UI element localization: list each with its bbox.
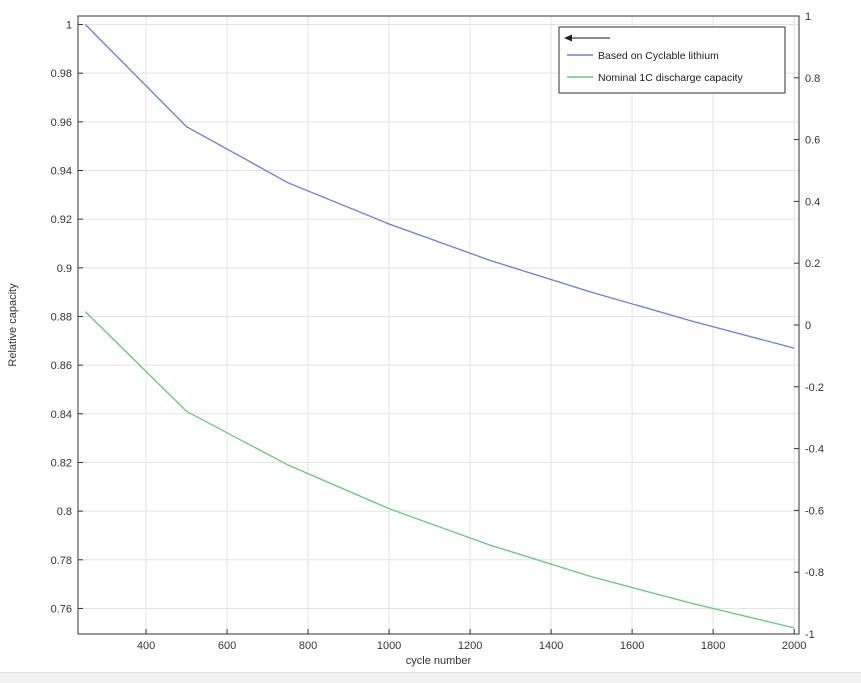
y2-tick-label: 0	[805, 320, 811, 332]
y-tick-label: 0.78	[51, 555, 72, 567]
y2-tick-label: 1	[805, 11, 811, 23]
y-axis-label: Relative capacity	[7, 283, 19, 367]
x-tick-label: 1200	[458, 640, 482, 652]
y2-tick-label: 0.8	[805, 73, 820, 85]
legend-label: Based on Cyclable lithium	[598, 50, 719, 62]
ticks-layer: 400 600 800 1000 1200 1400 1600 1800 2000 0.76 0.7…	[51, 11, 824, 652]
y-tick-label: 0.9	[57, 263, 72, 275]
y-tick-label: 0.8	[57, 506, 72, 518]
y2-tick-label: 0.2	[805, 258, 820, 270]
y-tick-label: 0.86	[51, 360, 72, 372]
y2-tick-label: 0.4	[805, 196, 820, 208]
series-line-1	[84, 24, 795, 349]
series-line-2	[84, 311, 795, 629]
y-tick-label: 0.84	[51, 409, 72, 421]
legend: Based on Cyclable lithium Nominal 1C disc…	[558, 26, 786, 94]
y-tick-label: 0.98	[51, 68, 72, 80]
x-tick-label: 2000	[782, 640, 806, 652]
y2-tick-label: -0.2	[805, 382, 824, 394]
x-tick-label: 1800	[701, 640, 725, 652]
x-tick-label: 1000	[377, 640, 401, 652]
y-tick-label: 0.82	[51, 457, 72, 469]
y2-tick-label: 0.6	[805, 135, 820, 147]
y2-tick-label: -1	[805, 629, 815, 641]
x-axis-label: cycle number	[406, 655, 472, 667]
legend-items: Based on Cyclable lithium Nominal 1C disc…	[567, 50, 743, 84]
y-tick-label: 0.76	[51, 603, 72, 615]
grid-layer	[78, 16, 799, 634]
series-layer	[84, 24, 795, 629]
legend-label: Nominal 1C discharge capacity	[598, 72, 743, 84]
y2-tick-label: -0.6	[805, 505, 824, 517]
x-tick-label: 1400	[539, 640, 563, 652]
y-tick-label: 0.94	[51, 166, 72, 178]
x-tick-label: 600	[218, 640, 236, 652]
y2-tick-label: -0.4	[805, 444, 824, 456]
y-tick-label: 0.96	[51, 117, 72, 129]
y2-tick-label: -0.8	[805, 567, 824, 579]
y-tick-label: 1	[66, 20, 72, 32]
y-tick-label: 0.88	[51, 311, 72, 323]
x-tick-label: 1600	[620, 640, 644, 652]
y-tick-label: 0.92	[51, 214, 72, 226]
x-tick-label: 800	[299, 640, 317, 652]
arrow-left-icon	[564, 34, 610, 42]
x-tick-label: 400	[137, 640, 155, 652]
window-bottom-strip	[0, 672, 861, 683]
